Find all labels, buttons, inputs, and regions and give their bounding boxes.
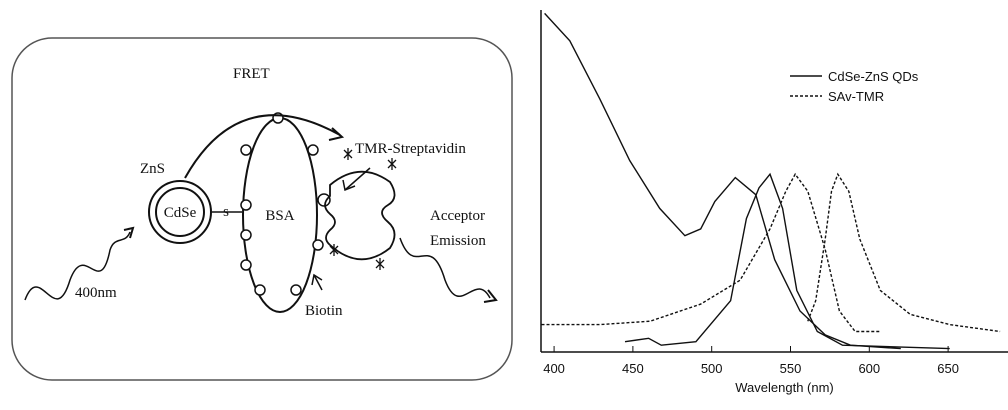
- diagram: [11, 37, 513, 381]
- excitation-label: 400nm: [75, 285, 117, 301]
- x-tick-label: 600: [858, 361, 880, 376]
- tmr-label: TMR-Streptavidin: [355, 141, 466, 157]
- zns-shell: [148, 180, 212, 244]
- cdse-core: [155, 187, 205, 237]
- streptavidin: [324, 170, 396, 261]
- bsa-label: BSA: [265, 208, 294, 224]
- x-tick-label: 450: [622, 361, 644, 376]
- x-tick-label: 500: [701, 361, 723, 376]
- spectrum-line: [624, 172, 950, 350]
- fret-label: FRET: [233, 66, 270, 82]
- asterisks: [329, 148, 397, 270]
- s-label: s: [223, 204, 229, 220]
- spectrum-line: [541, 172, 881, 333]
- excitation-wave: [24, 231, 131, 301]
- cdse-label: CdSe: [164, 205, 197, 221]
- emission-label: Emission: [430, 233, 486, 249]
- biotin-label: Biotin: [305, 303, 343, 319]
- x-tick-label: 400: [543, 361, 565, 376]
- acceptor-label: Acceptor: [430, 208, 485, 224]
- legend-label: SAv-TMR: [828, 89, 884, 104]
- biotins: [240, 112, 331, 296]
- x-tick-label: 650: [937, 361, 959, 376]
- x-axis-label: Wavelength (nm): [735, 380, 834, 395]
- emission-wave: [399, 237, 491, 299]
- x-tick-label: 550: [780, 361, 802, 376]
- frame: [11, 37, 513, 381]
- fret-arrow: [184, 114, 341, 179]
- spectrum-line: [544, 12, 901, 350]
- zns-label: ZnS: [140, 161, 165, 177]
- spectrum-line: [807, 172, 1001, 333]
- diagram-labels: FRET ZnS CdSe s BSA TMR-Streptavidin Acc…: [75, 66, 486, 319]
- legend-label: CdSe-ZnS QDs: [828, 69, 919, 84]
